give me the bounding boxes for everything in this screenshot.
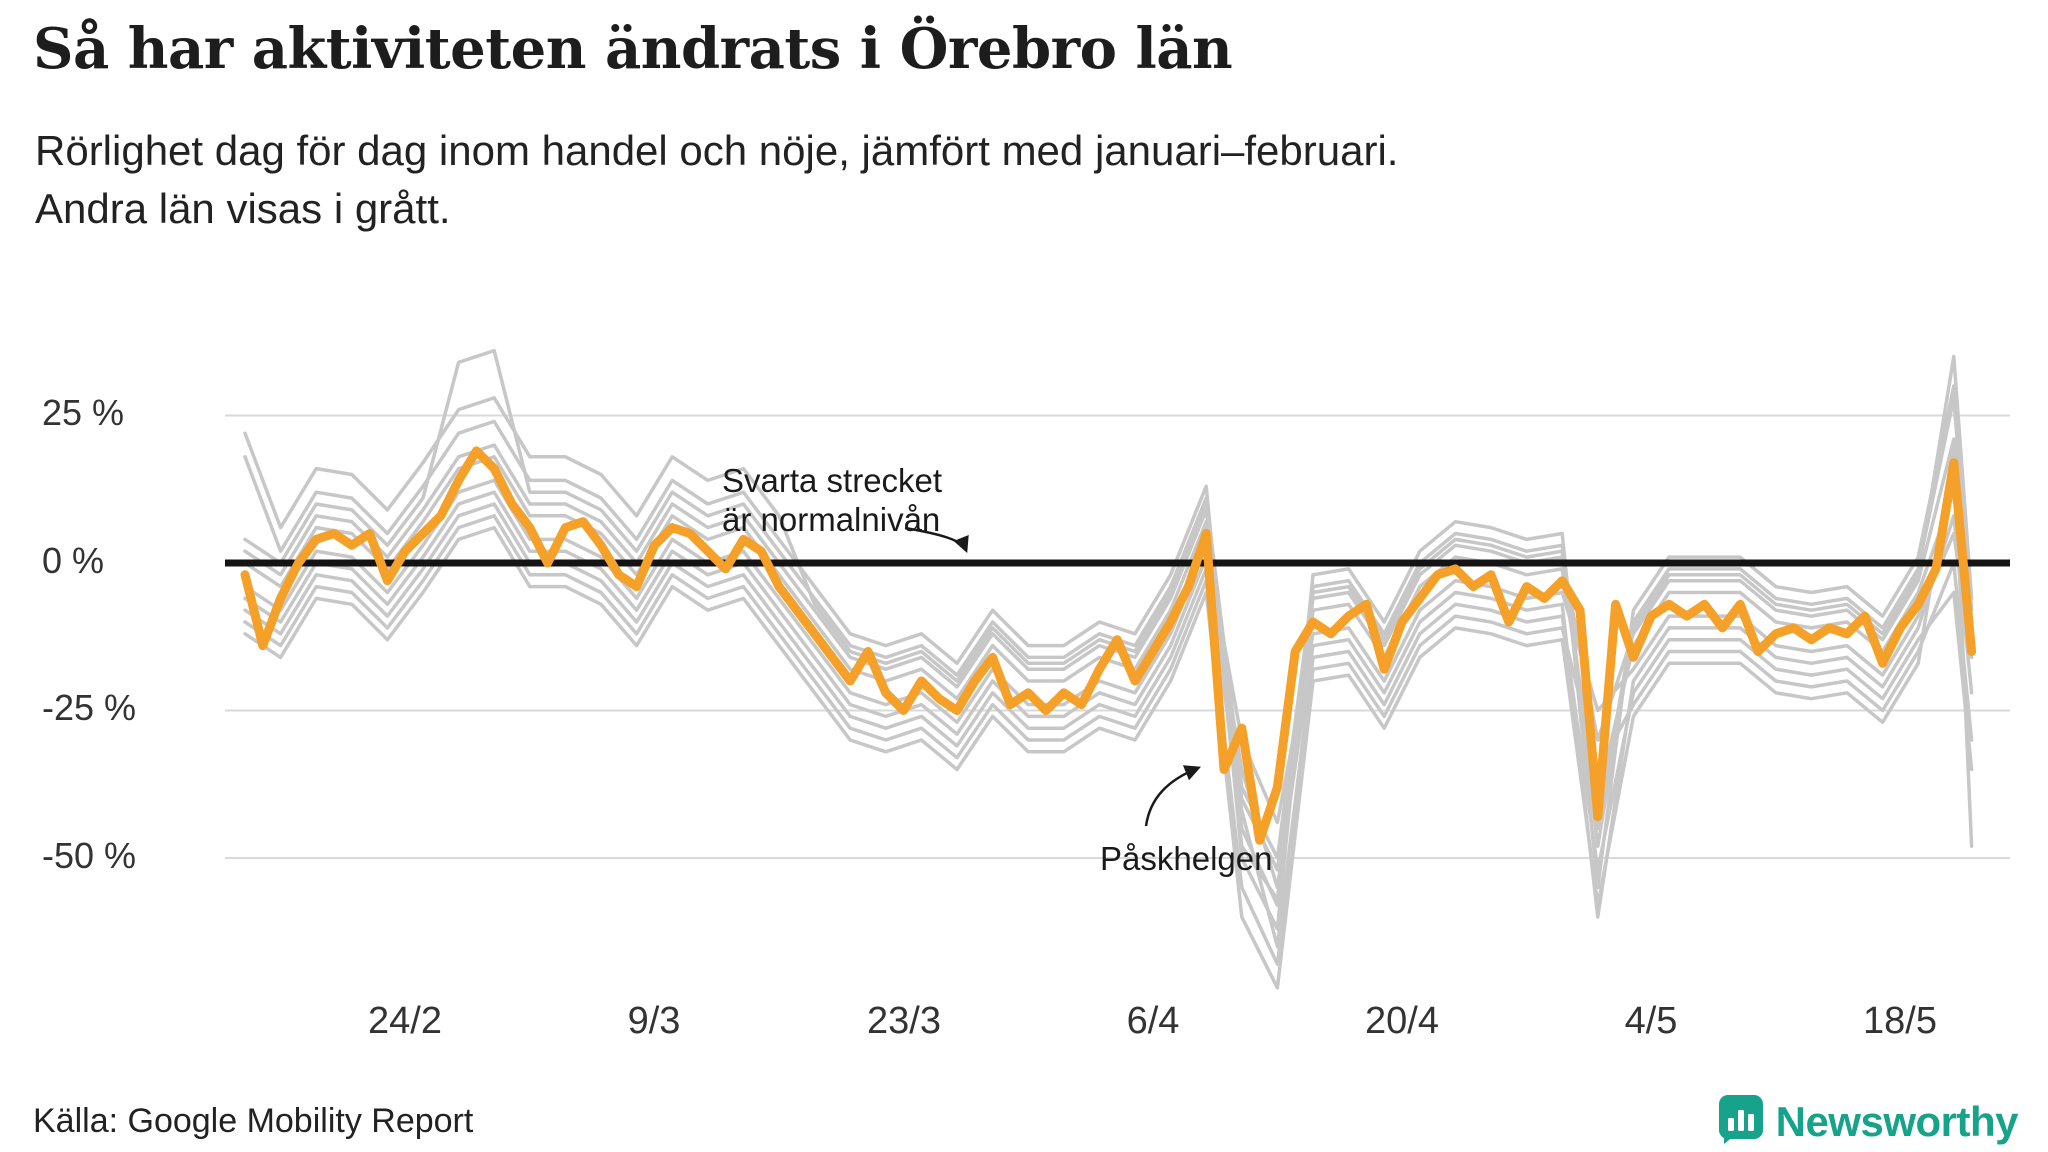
- easter-arrow: [1144, 765, 1202, 827]
- newsworthy-wordmark: Newsworthy: [1775, 1097, 2019, 1145]
- x-tick-9-3: 9/3: [627, 1000, 681, 1042]
- y-tick-0: 0 %: [42, 540, 105, 581]
- x-tick-20-4: 20/4: [1365, 1000, 1439, 1042]
- x-tick-23-3: 23/3: [867, 1000, 941, 1042]
- x-tick-6-4: 6/4: [1126, 1000, 1180, 1042]
- subtitle-line-1: Rörlighet dag för dag inom handel och nö…: [35, 127, 1399, 174]
- orebro-line: [240, 446, 1977, 845]
- annotation-arrows: [904, 526, 1202, 827]
- page-title: Så har aktiviteten ändrats i Örebro län: [33, 16, 1233, 82]
- annotation-normal-level-line1: Svarta strecket: [722, 462, 943, 499]
- y-tick-25: 25 %: [42, 392, 125, 433]
- x-tick-24-2: 24/2: [368, 1000, 442, 1042]
- source-note: Källa: Google Mobility Report: [33, 1102, 474, 1140]
- newsworthy-icon: [1718, 1094, 1764, 1149]
- chart-subtitle: Rörlighet dag för dag inom handel och nö…: [35, 122, 1398, 238]
- annotation-normal-level-line2: är normalnivån: [722, 500, 941, 538]
- annotation-easter: Påskhelgen: [1100, 840, 1273, 877]
- x-tick-18-5: 18/5: [1863, 1000, 1937, 1042]
- annotation-normal-level: Svarta strecket är normalnivån: [722, 462, 942, 540]
- y-tick-minus50: -50 %: [42, 835, 137, 876]
- subtitle-line-2: Andra län visas i grått.: [35, 184, 451, 232]
- other-counties-lines: [243, 348, 1974, 990]
- x-tick-4-5: 4/5: [1624, 1000, 1678, 1042]
- newsworthy-logo[interactable]: Newsworthy: [1718, 1094, 2019, 1149]
- normal-level-arrow: [904, 526, 969, 554]
- y-tick-minus25: -25 %: [42, 687, 137, 728]
